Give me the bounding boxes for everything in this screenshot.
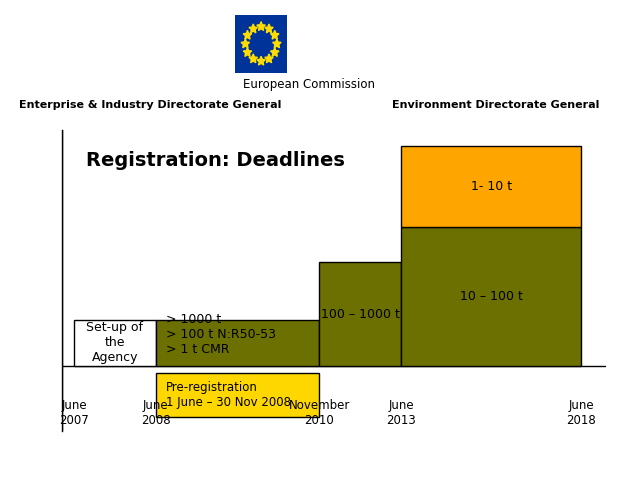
Polygon shape xyxy=(271,48,279,57)
Polygon shape xyxy=(273,39,281,48)
Text: June
2007: June 2007 xyxy=(59,399,89,427)
Polygon shape xyxy=(257,22,265,31)
Text: June
2013: June 2013 xyxy=(386,399,416,427)
Text: Set-up of
the
Agency: Set-up of the Agency xyxy=(87,322,143,365)
Bar xyxy=(320,262,401,366)
Polygon shape xyxy=(249,24,258,33)
Text: Registration: Deadlines: Registration: Deadlines xyxy=(87,151,345,170)
Polygon shape xyxy=(241,39,250,48)
Bar xyxy=(74,320,156,366)
Bar xyxy=(156,320,320,366)
Polygon shape xyxy=(257,56,265,65)
Text: November
2010: November 2010 xyxy=(289,399,350,427)
Text: > 1000 t
> 100 t N:R50-53
> 1 t CMR: > 1000 t > 100 t N:R50-53 > 1 t CMR xyxy=(166,314,276,356)
Bar xyxy=(401,227,581,366)
Polygon shape xyxy=(271,30,279,39)
Text: 10 – 100 t: 10 – 100 t xyxy=(460,290,523,303)
Bar xyxy=(401,146,581,227)
Text: June
2008: June 2008 xyxy=(141,399,171,427)
Polygon shape xyxy=(265,24,273,33)
Polygon shape xyxy=(265,54,273,63)
Text: Enterprise & Industry Directorate General: Enterprise & Industry Directorate Genera… xyxy=(19,100,281,110)
Polygon shape xyxy=(243,48,252,57)
Text: 100 – 1000 t: 100 – 1000 t xyxy=(321,308,400,321)
Polygon shape xyxy=(243,30,252,39)
Bar xyxy=(156,373,320,417)
Text: Environment Directorate General: Environment Directorate General xyxy=(392,100,599,110)
Text: 1- 10 t: 1- 10 t xyxy=(470,180,512,193)
Text: June
2018: June 2018 xyxy=(566,399,596,427)
Text: Pre-registration
1 June – 30 Nov 2008: Pre-registration 1 June – 30 Nov 2008 xyxy=(166,381,290,409)
Polygon shape xyxy=(249,54,258,63)
Text: European Commission: European Commission xyxy=(243,78,375,91)
